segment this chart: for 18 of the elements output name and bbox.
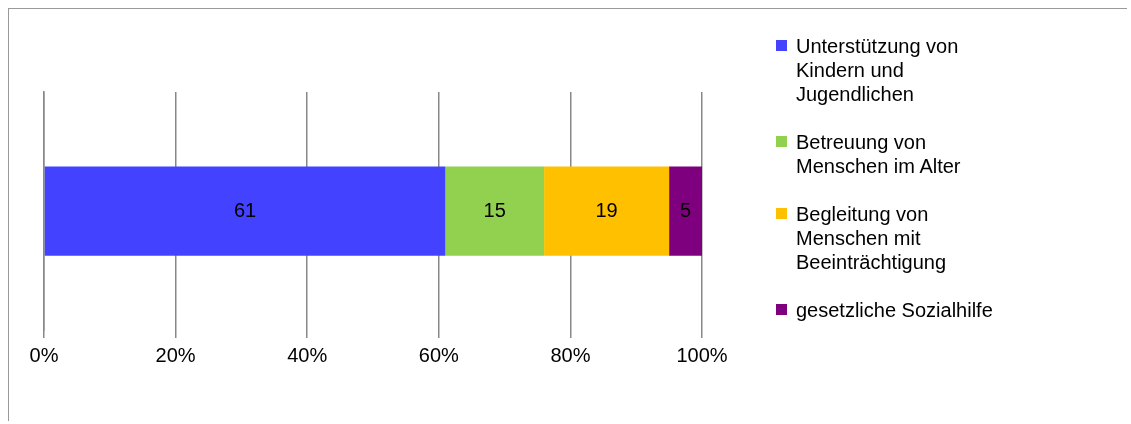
data-label: 5 — [679, 198, 692, 221]
x-tick-label: 40% — [287, 343, 328, 366]
x-tick-label: 80% — [550, 343, 591, 366]
legend-label: Unterstützung von Kindern und Jugendlichen — [796, 34, 960, 106]
bar — [544, 166, 670, 256]
x-tick-label: 60% — [418, 343, 460, 366]
data-label: 61 — [233, 198, 257, 221]
data-label: 19 — [595, 198, 618, 221]
bar — [44, 166, 446, 256]
legend-label: Betreuung von Menschen im Alter — [796, 130, 962, 178]
bar — [445, 166, 545, 256]
x-tick-label: 20% — [155, 343, 196, 366]
data-label: 15 — [483, 198, 506, 221]
legend-label: Begleitung von Menschen mit Beeinträchtigung — [796, 202, 948, 274]
bar — [669, 166, 702, 256]
x-tick-label: 100% — [676, 343, 728, 366]
x-tick-label: 0% — [29, 343, 59, 366]
legend-label: gesetzliche Sozialhilfe — [796, 298, 994, 322]
